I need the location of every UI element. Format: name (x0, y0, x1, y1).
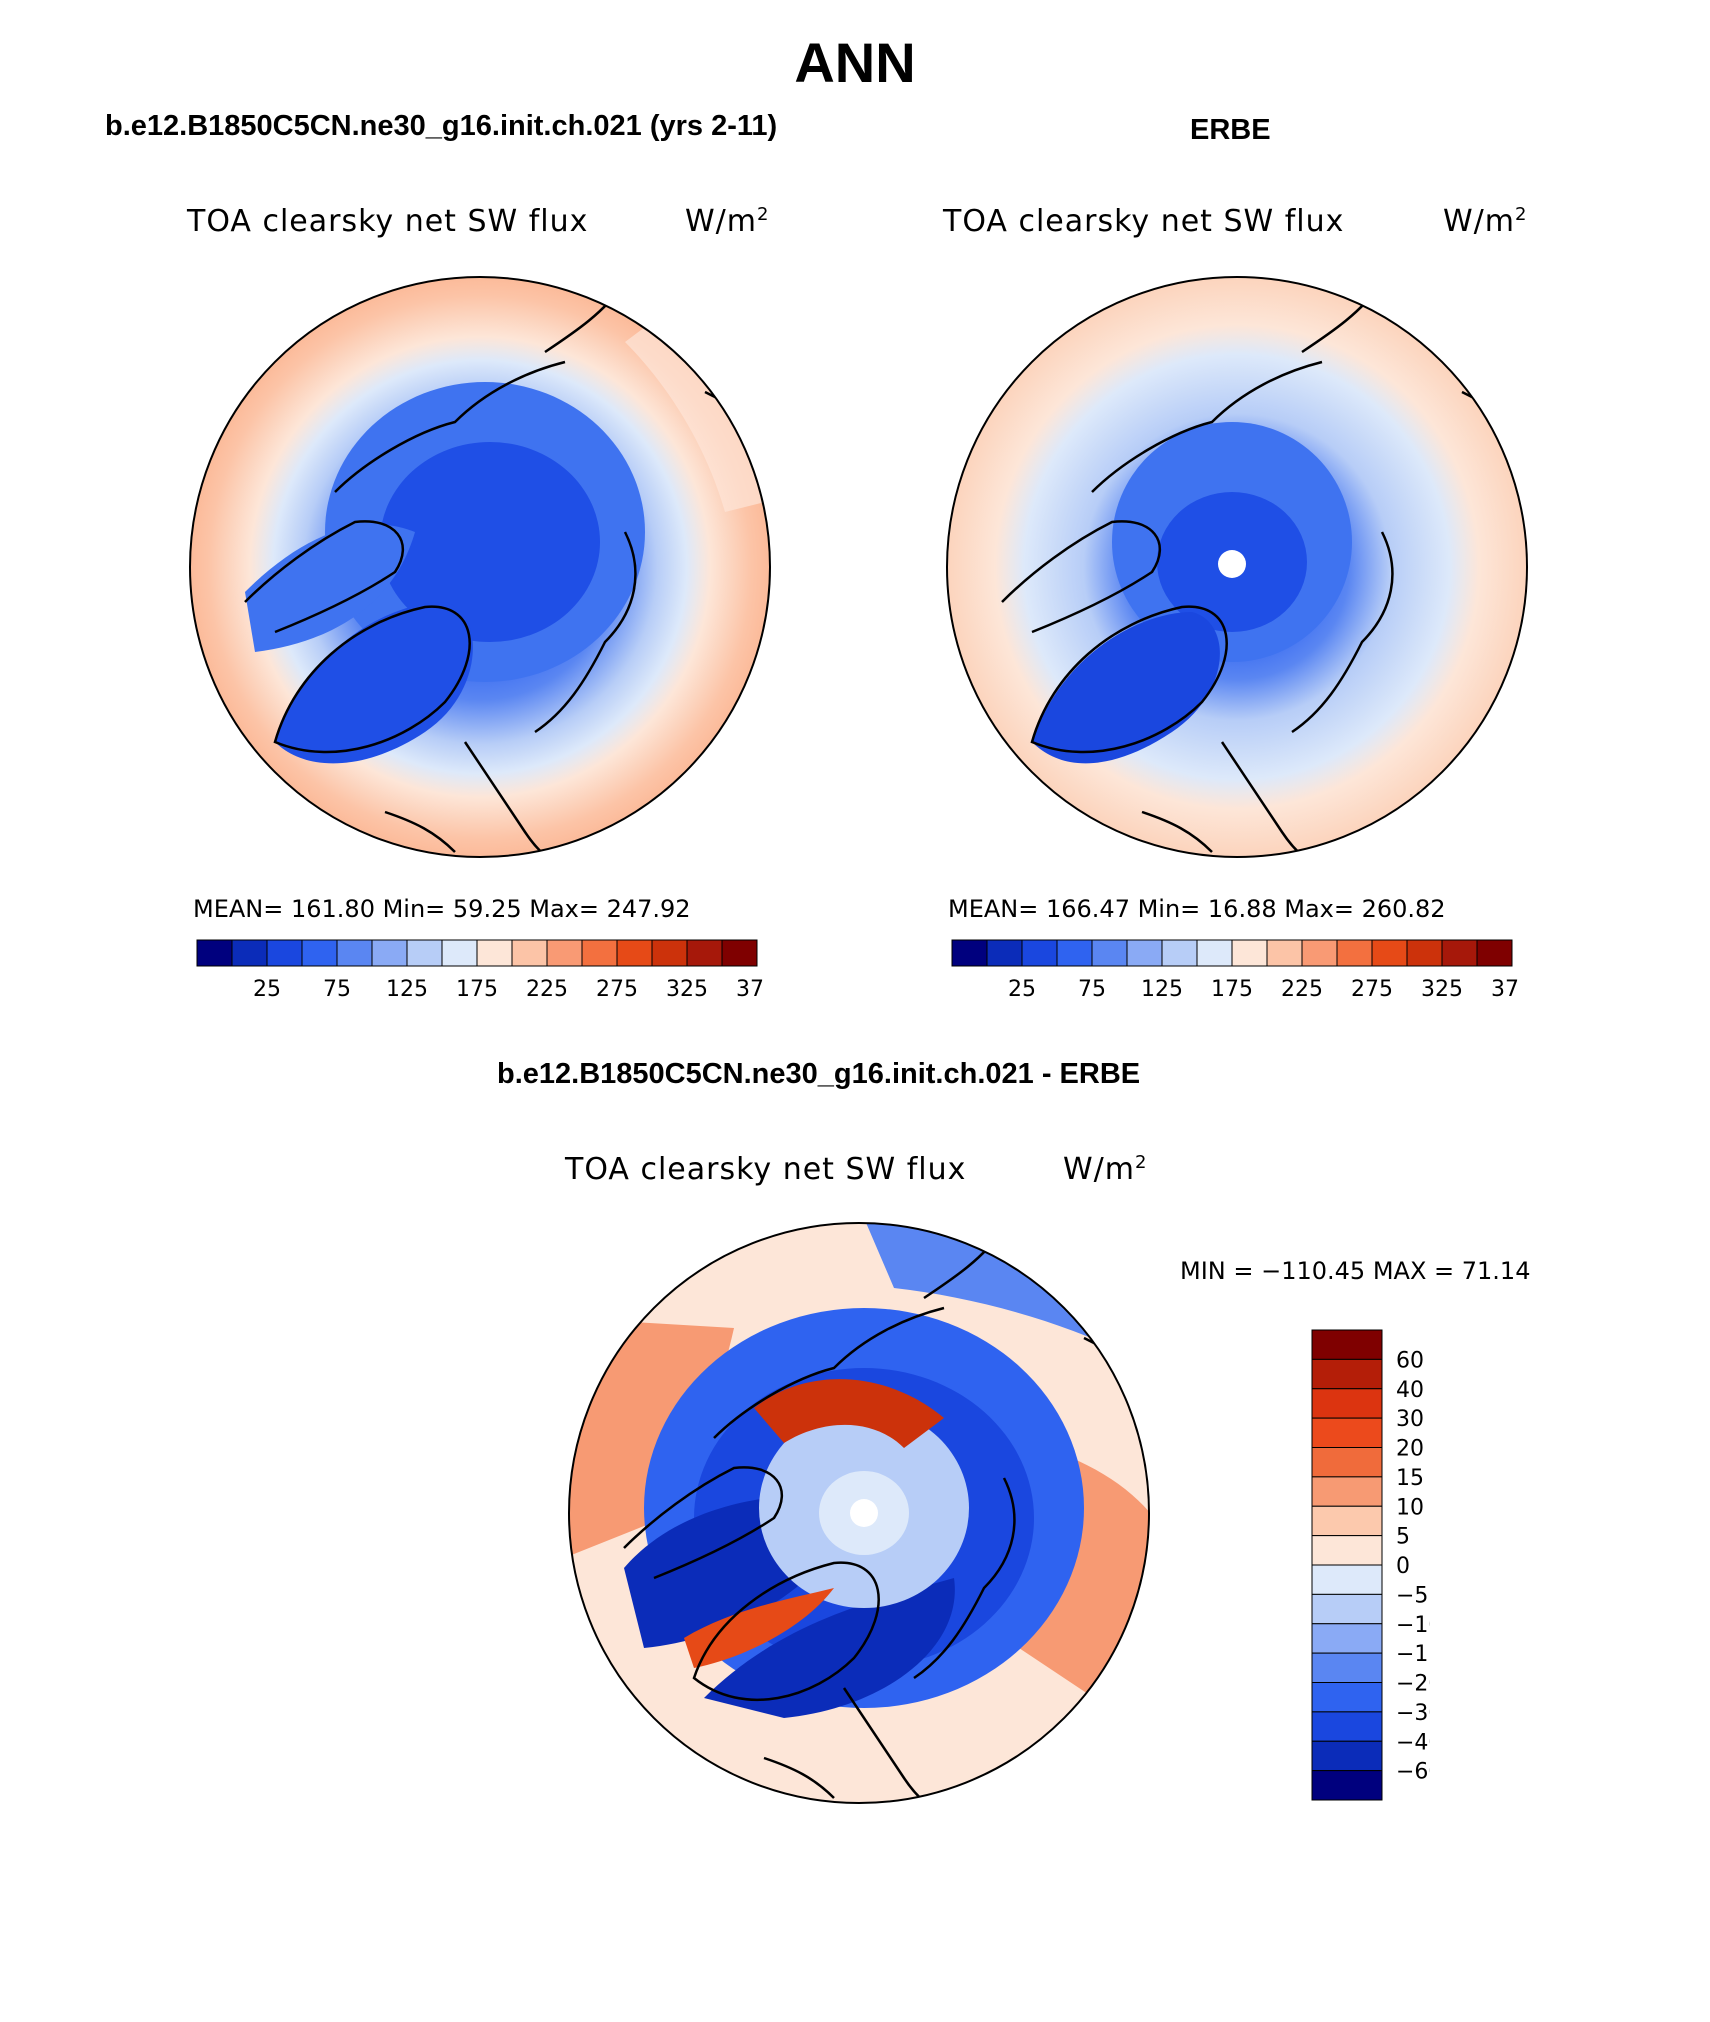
panel1-colorbar-cell (651, 939, 688, 967)
panel3-colorbar-label: −15 (1396, 1642, 1430, 1667)
panel3-colorbar-cell (1311, 1388, 1383, 1419)
panel3-colorbar: 60 40 30 20 15 10 5 0 −5 −10 −15 −20 −30 −40 −60 (1311, 1329, 1430, 1801)
panel3-colorbar-cell (1311, 1593, 1383, 1625)
panel3-colorbar-label: 15 (1396, 1466, 1424, 1491)
panel1-colorbar-label: 375 (736, 977, 765, 1002)
panel3-stats: MIN = −110.45 MAX = 71.14 (1180, 1257, 1531, 1285)
panel2-colorbar-cell (1056, 939, 1093, 967)
panel2-colorbar-label: 225 (1281, 977, 1323, 1002)
panel2-colorbar-cell (986, 939, 1023, 967)
panel3-units-label: W/m2 (1063, 1152, 1148, 1187)
panel3-colorbar-cell (1311, 1476, 1383, 1507)
panel3-colorbar-cell (1311, 1652, 1383, 1683)
panel1-colorbar-label: 225 (526, 977, 568, 1002)
panel2-colorbar-cell (1336, 939, 1373, 967)
panel1-stats: MEAN= 161.80 Min= 59.25 Max= 247.92 (193, 895, 691, 923)
figure-title: ANN (794, 31, 916, 94)
panel1-colorbar-label: 25 (253, 977, 281, 1002)
panel2-colorbar-cell (951, 939, 988, 967)
panel3-colorbar-cell (1311, 1358, 1383, 1390)
panel3-colorbar-cell (1311, 1770, 1383, 1801)
panel2-colorbar-cell (1196, 939, 1233, 967)
panel3-colorbar-label: 40 (1396, 1378, 1424, 1403)
panel3-colorbar-label: −20 (1396, 1672, 1430, 1697)
panel3-colorbar-label: 0 (1396, 1554, 1410, 1579)
panel3-colorbar-cell (1311, 1711, 1383, 1742)
panel2-colorbar-label: 175 (1211, 977, 1253, 1002)
panel2-colorbar-label: 275 (1351, 977, 1393, 1002)
panel1-colorbar-cell (476, 939, 513, 967)
panel2-units-label: W/m2 (1443, 204, 1528, 239)
panel3-colorbar-label: −40 (1396, 1730, 1430, 1755)
panel2-colorbar-cell (1231, 939, 1268, 967)
panel3-colorbar-cell (1311, 1329, 1383, 1360)
panel2-variable-label: TOA clearsky net SW flux (943, 204, 1345, 239)
panel3-variable-label: TOA clearsky net SW flux (565, 1152, 967, 1187)
panel1-colorbar-label: 125 (386, 977, 428, 1002)
panel3-case-title: b.e12.B1850C5CN.ne30_g16.init.ch.021 - E… (497, 1058, 1141, 1090)
panel1-colorbar-cell (721, 939, 758, 967)
panel3-colorbar-cell (1311, 1682, 1383, 1713)
panel3-colorbar-cell (1311, 1505, 1383, 1537)
panel3-colorbar-label: −30 (1396, 1701, 1430, 1726)
panel2-colorbar-cell (1161, 939, 1198, 967)
panel1-colorbar-cell (686, 939, 723, 967)
panel3-colorbar-cell (1311, 1623, 1383, 1654)
panel3-colorbar-cell (1311, 1447, 1383, 1478)
panel3-colorbar-label: −5 (1396, 1583, 1428, 1608)
panel1-colorbar: 25 75 125 175 225 275 325 375 (196, 939, 765, 1002)
panel1-colorbar-label: 75 (323, 977, 351, 1002)
panel1-colorbar-cell (406, 939, 443, 967)
panel2-colorbar-cell (1371, 939, 1408, 967)
panel3-colorbar-label: −10 (1396, 1613, 1430, 1638)
panel1-colorbar-cell (301, 939, 338, 967)
panel3-colorbar-cell (1311, 1740, 1383, 1772)
panel1-colorbar-cell (336, 939, 373, 967)
panel1-colorbar-cell (371, 939, 408, 967)
panel2-colorbar-cell (1441, 939, 1478, 967)
panel2-colorbar-cell (1021, 939, 1058, 967)
panel2-polar-map (946, 276, 1528, 858)
panel3-colorbar-label: 30 (1396, 1407, 1424, 1432)
panel1-colorbar-cell (546, 939, 583, 967)
panel1-colorbar-label: 175 (456, 977, 498, 1002)
panel2-colorbar: 25 75 125 175 225 275 325 375 (951, 939, 1520, 1002)
panel2-colorbar-cell (1301, 939, 1338, 967)
panel2-colorbar-cell (1091, 939, 1128, 967)
panel2-colorbar-label: 125 (1141, 977, 1183, 1002)
panel1-colorbar-cell (231, 939, 268, 967)
panel2-colorbar-cell (1476, 939, 1513, 967)
panel3-colorbar-cell (1311, 1564, 1383, 1595)
panel3-colorbar-label: 5 (1396, 1525, 1410, 1550)
panel3-colorbar-label: −60 (1396, 1760, 1430, 1785)
panel1-variable-label: TOA clearsky net SW flux (187, 204, 589, 239)
panel1-colorbar-cell (196, 939, 233, 967)
panel2-colorbar-label: 75 (1078, 977, 1106, 1002)
panel2-case-title: ERBE (1190, 114, 1271, 146)
panel3-colorbar-cell (1311, 1535, 1383, 1566)
panel1-colorbar-cell (441, 939, 478, 967)
panel2-colorbar-label: 25 (1008, 977, 1036, 1002)
panel1-colorbar-cell (511, 939, 548, 967)
panel1-colorbar-cell (616, 939, 653, 967)
panel3-polar-map (568, 1222, 1150, 1804)
panel2-colorbar-cell (1406, 939, 1443, 967)
panel1-colorbar-cell (266, 939, 303, 967)
panel3-colorbar-label: 10 (1396, 1495, 1424, 1520)
panel1-units-label: W/m2 (685, 204, 770, 239)
panel1-colorbar-label: 275 (596, 977, 638, 1002)
panel3-colorbar-cell (1311, 1417, 1383, 1448)
panel2-stats: MEAN= 166.47 Min= 16.88 Max= 260.82 (948, 895, 1446, 923)
panel3-colorbar-label: 60 (1396, 1348, 1424, 1373)
panel1-colorbar-label: 325 (666, 977, 708, 1002)
panel1-colorbar-cell (581, 939, 618, 967)
panel2-colorbar-cell (1266, 939, 1303, 967)
panel2-colorbar-cell (1126, 939, 1163, 967)
panel3-colorbar-label: 20 (1396, 1437, 1424, 1462)
panel2-colorbar-label: 325 (1421, 977, 1463, 1002)
panel1-case-title: b.e12.B1850C5CN.ne30_g16.init.ch.021 (yr… (105, 110, 778, 142)
panel2-colorbar-label: 375 (1491, 977, 1520, 1002)
panel1-polar-map (189, 276, 771, 858)
